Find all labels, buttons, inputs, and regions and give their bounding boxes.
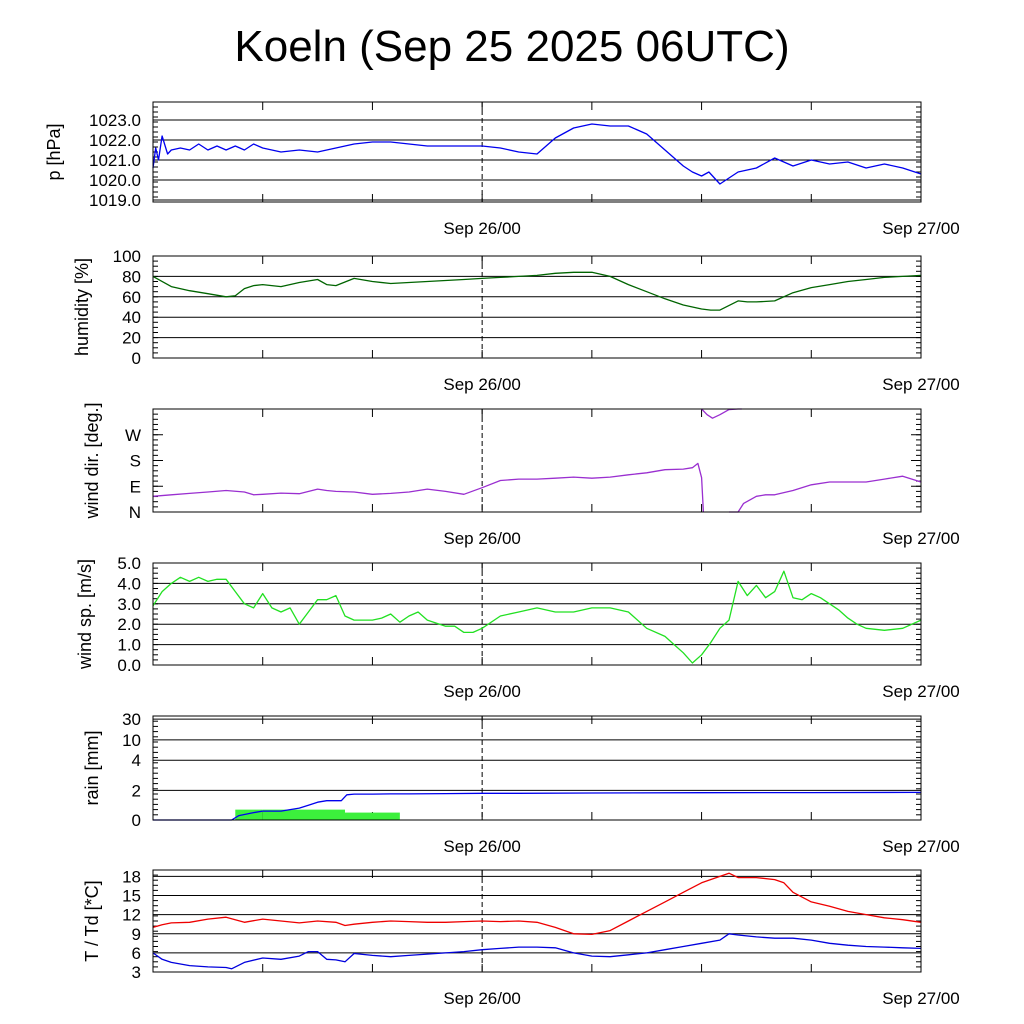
y-tick-label: 6 xyxy=(132,944,141,963)
plot-frame xyxy=(152,715,922,821)
temperature-series-line xyxy=(152,872,922,936)
y-tick-label: 30 xyxy=(122,710,141,729)
temperature-series-line xyxy=(152,933,922,970)
plot-frame xyxy=(152,408,922,513)
panel-wind_speed: 0.01.0 2.03.0 4.05.0 Sep 26/00 Sep 27/00 wind… xyxy=(75,554,960,701)
x-time-label: Sep 26/00 xyxy=(443,375,521,394)
rain-bar xyxy=(345,812,400,820)
y-tick-label: 3.0 xyxy=(117,595,141,614)
y-tick-label: 18 xyxy=(122,867,141,886)
x-time-label: Sep 26/00 xyxy=(443,529,521,548)
y-tick-label: 2 xyxy=(132,781,141,800)
y-tick-label: 15 xyxy=(122,887,141,906)
y-axis-label: wind dir. [deg.] xyxy=(82,402,102,519)
y-tick-label: 5.0 xyxy=(117,554,141,573)
plot-frame xyxy=(152,869,922,973)
y-tick-label: W xyxy=(125,426,141,445)
y-tick-label: 100 xyxy=(113,247,141,266)
y-axis-label: p [hPa] xyxy=(44,123,64,180)
y-tick-label: 1021.0 xyxy=(89,151,141,170)
y-tick-label: 1.0 xyxy=(117,636,141,655)
y-tick-label: 1020.0 xyxy=(89,171,141,190)
x-time-label: Sep 27/00 xyxy=(882,989,960,1008)
y-tick-label: 0.0 xyxy=(117,656,141,675)
y-tick-label: 60 xyxy=(122,288,141,307)
y-tick-label: 1019.0 xyxy=(89,191,141,210)
y-tick-label: S xyxy=(130,452,141,471)
y-tick-label: 10 xyxy=(122,731,141,750)
y-axis-label: humidity [%] xyxy=(72,258,92,356)
x-time-label: Sep 26/00 xyxy=(443,989,521,1008)
y-axis-label: rain [mm] xyxy=(82,730,102,805)
x-time-label: Sep 27/00 xyxy=(882,682,960,701)
y-tick-label: N xyxy=(129,503,141,522)
y-tick-label: 0 xyxy=(132,349,141,368)
y-tick-label: 40 xyxy=(122,308,141,327)
rain-series-line xyxy=(153,791,922,821)
wind_dir-series-line xyxy=(729,475,922,513)
y-tick-label: 2.0 xyxy=(117,615,141,634)
wind_dir-series-line xyxy=(152,462,705,513)
pressure-series-line xyxy=(152,123,922,185)
y-tick-label: 3 xyxy=(132,963,141,982)
y-tick-label: E xyxy=(130,477,141,496)
x-time-label: Sep 26/00 xyxy=(443,219,521,238)
y-tick-label: 0 xyxy=(132,811,141,830)
y-tick-label: 12 xyxy=(122,906,141,925)
y-tick-label: 80 xyxy=(122,267,141,286)
plot-frame xyxy=(152,255,922,359)
rain-bar xyxy=(235,809,263,820)
y-tick-label: 20 xyxy=(122,329,141,348)
y-axis-label: T / Td [*C] xyxy=(82,880,102,961)
y-tick-label: 4.0 xyxy=(117,574,141,593)
x-time-label: Sep 27/00 xyxy=(882,529,960,548)
humidity-series-line xyxy=(152,271,922,311)
plot-frame xyxy=(152,101,922,203)
y-tick-label: 4 xyxy=(132,751,141,770)
y-tick-label: 9 xyxy=(132,925,141,944)
x-time-label: Sep 27/00 xyxy=(882,375,960,394)
x-time-label: Sep 26/00 xyxy=(443,837,521,856)
panel-rain: 0 2 410 30 Sep 26/00 Sep 27/00 rain [mm] xyxy=(82,710,960,856)
wind_speed-series-line xyxy=(152,570,922,664)
chart-title: Koeln (Sep 25 2025 06UTC) xyxy=(234,22,790,71)
y-tick-label: 1023.0 xyxy=(89,111,141,130)
rain-bar xyxy=(262,809,345,820)
x-time-label: Sep 27/00 xyxy=(882,219,960,238)
wind_dir-series-line xyxy=(701,408,742,419)
plot-frame xyxy=(152,562,922,666)
x-time-label: Sep 26/00 xyxy=(443,682,521,701)
x-time-label: Sep 27/00 xyxy=(882,837,960,856)
y-axis-label: wind sp. [m/s] xyxy=(75,559,95,670)
y-tick-label: 1022.0 xyxy=(89,131,141,150)
